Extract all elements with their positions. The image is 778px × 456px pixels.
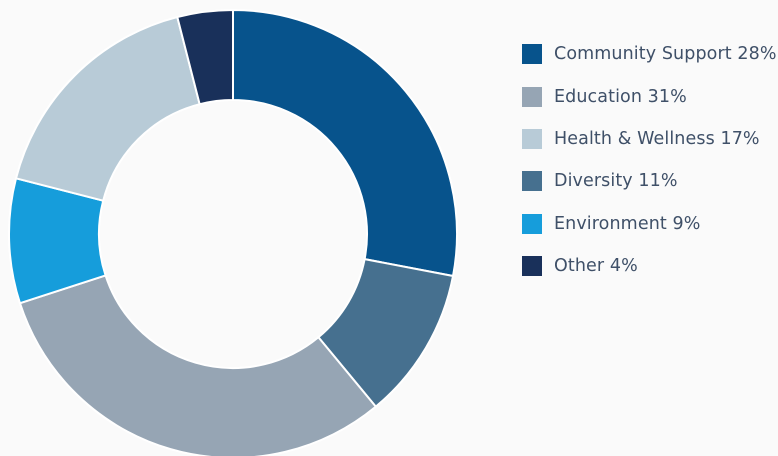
legend-item-health-wellness: Health & Wellness 17% [522,118,777,160]
chart-legend: Community Support 28% Education 31% Health… [522,33,777,287]
donut-slice-community-support [232,9,458,277]
legend-swatch [522,128,542,149]
donut-slice-health-wellness [15,16,201,202]
legend-label: Health & Wellness 17% [554,128,760,149]
legend-item-community-support: Community Support 28% [522,33,777,75]
legend-swatch [522,171,542,192]
legend-label: Diversity 11% [554,171,678,192]
donut-chart [8,9,458,456]
donut-slice-education [18,274,377,456]
legend-swatch [522,44,542,65]
legend-item-diversity: Diversity 11% [522,160,777,202]
legend-swatch [522,213,542,234]
legend-item-other: Other 4% [522,245,777,287]
legend-label: Environment 9% [554,213,701,234]
legend-item-education: Education 31% [522,75,777,117]
donut-slice-other [176,9,234,106]
legend-swatch [522,86,542,107]
legend-label: Other 4% [554,256,638,277]
legend-swatch [522,256,542,277]
legend-label: Education 31% [554,86,687,107]
legend-label: Community Support 28% [554,44,777,65]
legend-item-environment: Environment 9% [522,203,777,245]
